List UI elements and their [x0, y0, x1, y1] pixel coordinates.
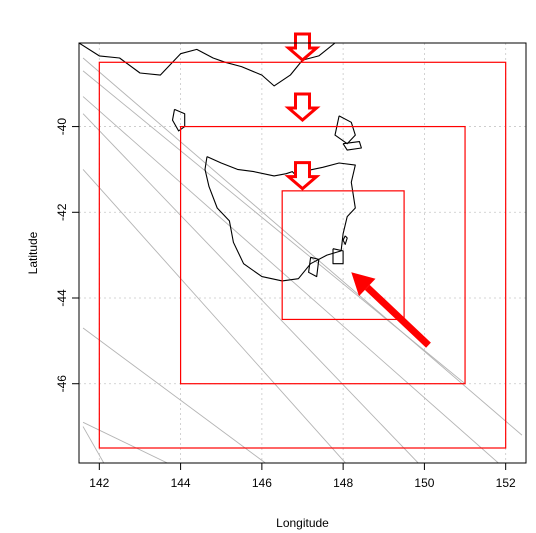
track-line	[82, 96, 500, 463]
y-tick-label: -44	[55, 289, 69, 307]
y-tick-label: -40	[55, 118, 69, 136]
track-line	[82, 113, 419, 463]
domain-box-2	[179, 125, 466, 385]
x-axis-ticks: 142 144 146 148 150 152	[89, 463, 516, 490]
pointer-arrow-shaft	[364, 284, 431, 348]
coastline-king-island	[171, 108, 186, 132]
y-axis-ticks: -40 -42 -44 -46	[55, 118, 79, 393]
track-line	[82, 57, 523, 436]
x-tick-label: 144	[171, 476, 191, 490]
track-line	[82, 327, 267, 463]
down-arrow-marker	[284, 161, 321, 191]
track-line	[82, 426, 105, 463]
coastline	[79, 43, 362, 282]
x-tick-label: 150	[414, 476, 434, 490]
x-tick-label: 146	[252, 476, 272, 490]
coastline-tasman-peninsula	[332, 248, 344, 265]
coastline-maria-island	[342, 235, 348, 245]
x-tick-label: 142	[89, 476, 109, 490]
track-line	[82, 169, 347, 463]
annotation-arrows	[284, 32, 431, 348]
coastline-tasmania	[204, 156, 356, 282]
y-tick-label: -42	[55, 203, 69, 221]
pointer-arrow-head	[351, 272, 376, 297]
coastline-mainland	[79, 43, 336, 87]
coastline-bruny-island	[308, 256, 320, 278]
track-lines	[82, 57, 523, 463]
down-arrow-marker	[284, 92, 321, 122]
plot-frame	[78, 42, 527, 464]
domain-boxes	[98, 61, 507, 449]
x-axis-title: Longitude	[276, 516, 329, 530]
domain-box-3	[281, 190, 405, 321]
domain-box-1	[98, 61, 507, 449]
x-tick-label: 148	[333, 476, 353, 490]
x-tick-label: 152	[496, 476, 516, 490]
y-tick-label: -46	[55, 375, 69, 393]
coastline-cape-barren-island	[342, 141, 362, 151]
y-axis-title: Latitude	[26, 231, 40, 274]
down-arrow-marker	[284, 32, 321, 62]
track-line	[82, 421, 169, 463]
coastline-flinders-island	[334, 115, 356, 145]
